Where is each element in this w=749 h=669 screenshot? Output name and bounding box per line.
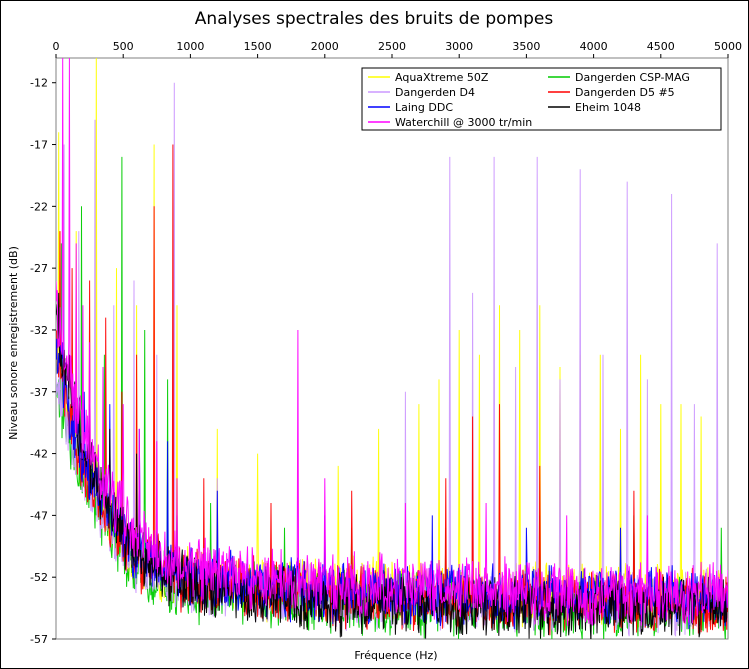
legend: AquaXtreme 50Z Dangerden CSP-MAG Dangerden…: [361, 67, 722, 131]
y-axis-label: Niveau sonore enregistrement (dB): [7, 246, 20, 440]
x-tick-label: 1000: [176, 40, 204, 53]
legend-label: AquaXtreme 50Z: [395, 71, 489, 84]
y-tick-label: -27: [30, 262, 48, 275]
x-tick-label: 5000: [714, 40, 742, 53]
x-tick-label: 4500: [647, 40, 675, 53]
legend-label: Dangerden D5 #5: [575, 86, 675, 99]
legend-label: Eheim 1048: [575, 101, 641, 114]
series-line-6: [56, 58, 728, 626]
y-tick-label: -47: [30, 509, 48, 522]
y-tick-label: -42: [30, 448, 48, 461]
y-axis: -12 -17 -22 -27 -32 -37 -42 -47 -52 -57: [30, 77, 56, 646]
y-tick-label: -12: [30, 77, 48, 90]
x-tick-label: 500: [113, 40, 134, 53]
x-tick-label: 3500: [512, 40, 540, 53]
legend-label: Dangerden D4: [395, 86, 475, 99]
y-tick-label: -32: [30, 324, 48, 337]
legend-box: [361, 67, 722, 131]
x-tick-label: 4000: [580, 40, 608, 53]
series-layer: [56, 58, 728, 639]
chart-title: Analyses spectrales des bruits de pompes: [195, 9, 554, 29]
legend-label: Dangerden CSP-MAG: [575, 71, 690, 84]
legend-label: Waterchill @ 3000 tr/min: [395, 116, 532, 129]
x-tick-label: 0: [53, 40, 60, 53]
y-tick-label: -22: [30, 200, 48, 213]
x-tick-label: 1500: [244, 40, 272, 53]
y-tick-label: -57: [30, 633, 48, 646]
series-line-5: [56, 292, 728, 639]
legend-label: Laing DDC: [395, 101, 453, 114]
x-tick-label: 2000: [311, 40, 339, 53]
y-tick-label: -17: [30, 139, 48, 152]
x-tick-label: 2500: [378, 40, 406, 53]
y-tick-label: -37: [30, 386, 48, 399]
x-tick-label: 3000: [445, 40, 473, 53]
x-axis: 0 500 1000 1500 2000 2500 3000 3500 4000 4500 5000: [53, 40, 742, 58]
y-tick-label: -52: [30, 571, 48, 584]
x-axis-label: Fréquence (Hz): [354, 649, 437, 662]
